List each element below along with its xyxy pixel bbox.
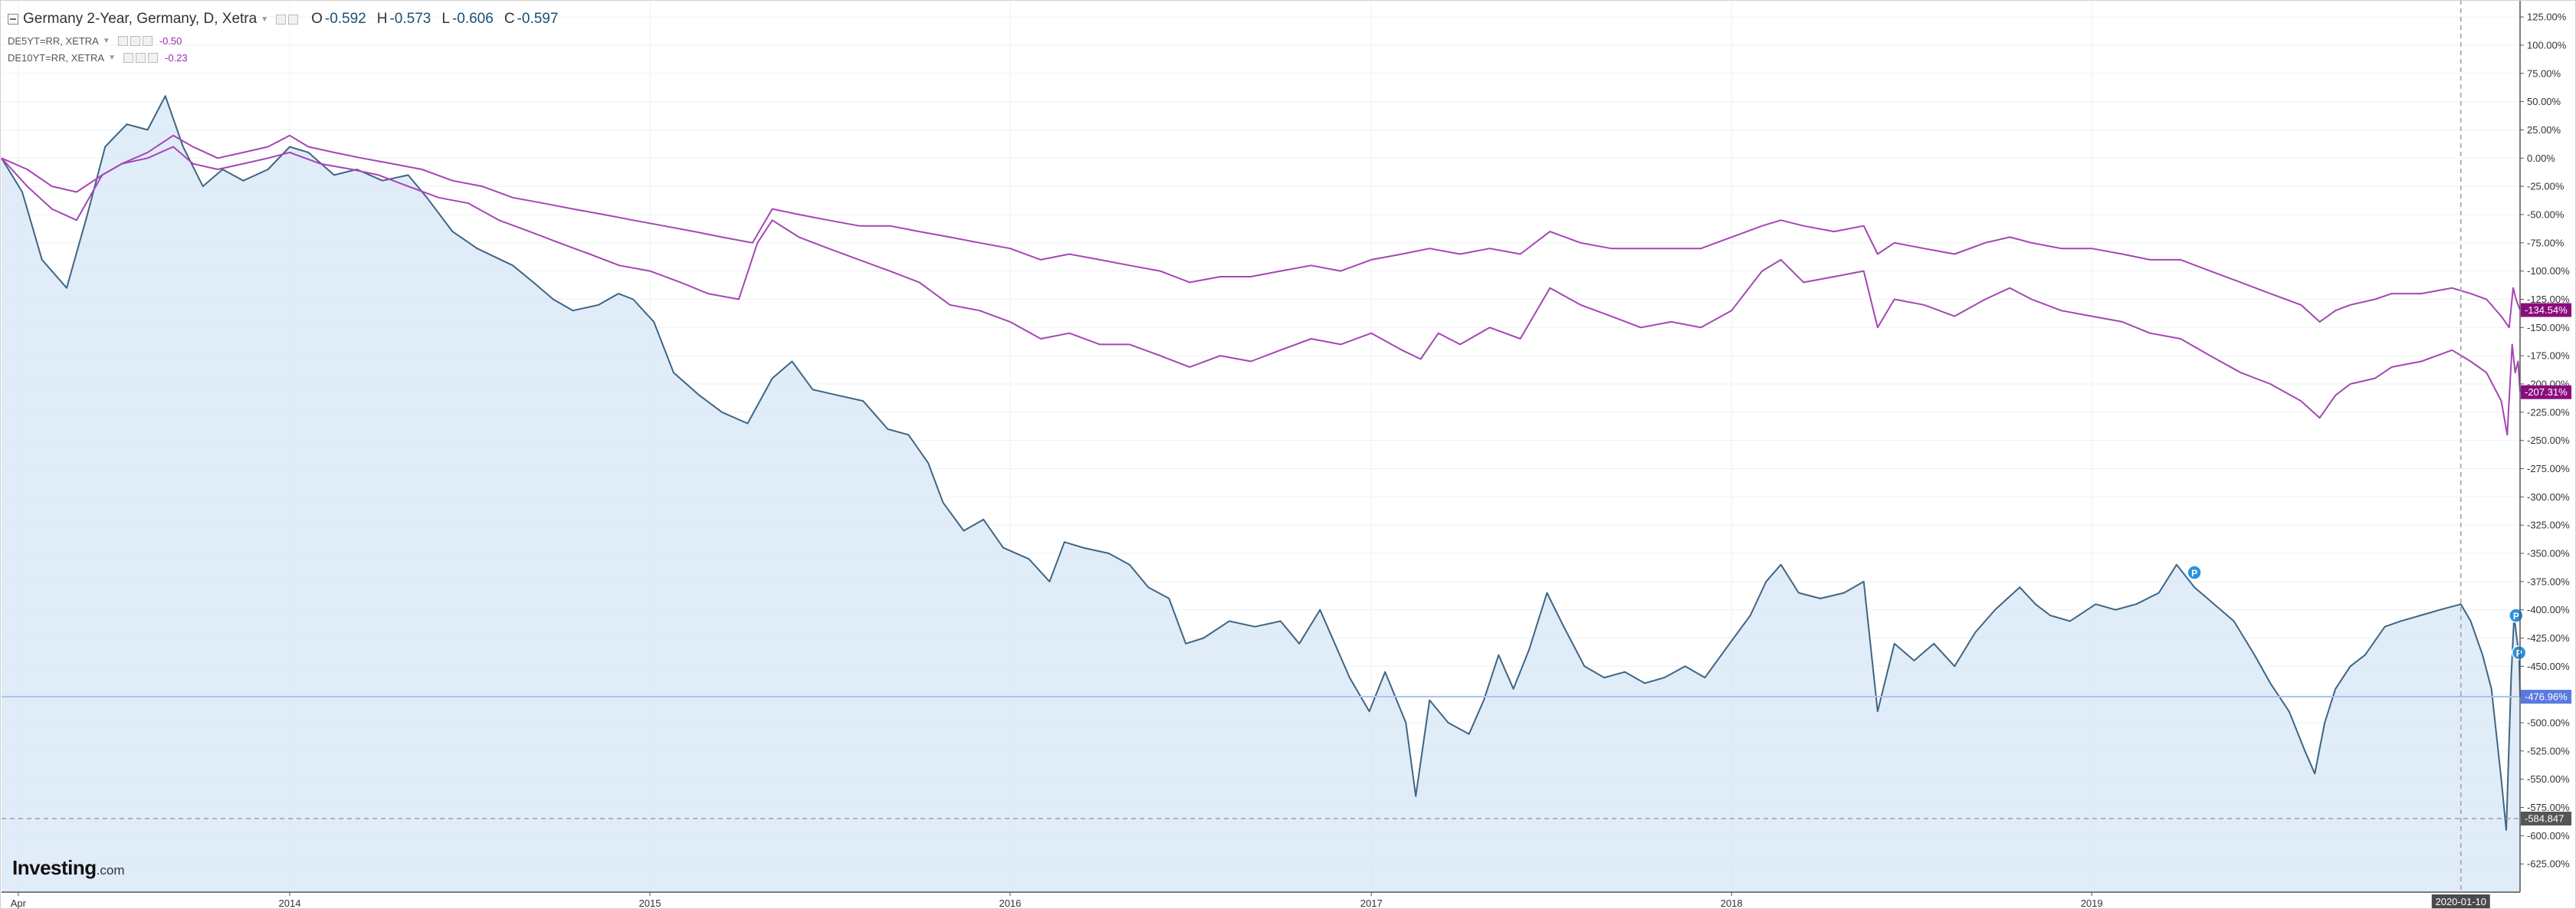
event-marker-label: P — [2516, 648, 2522, 659]
overlay-name[interactable]: DE5YT=RR, XETRA — [8, 34, 99, 47]
y-tick-label: -450.00% — [2527, 661, 2570, 672]
settings-box-icon[interactable] — [123, 52, 133, 63]
overlay-value: -0.23 — [164, 51, 188, 64]
low-price-badge-box — [2521, 812, 2571, 826]
chevron-down-icon[interactable]: ▼ — [261, 15, 269, 24]
y-tick-label: -500.00% — [2527, 717, 2570, 728]
overlay-price-badge-box — [2521, 385, 2571, 399]
y-tick-label: -25.00% — [2527, 181, 2565, 192]
y-tick-label: -400.00% — [2527, 604, 2570, 615]
y-tick-label: -350.00% — [2527, 547, 2570, 559]
y-tick-label: 25.00% — [2527, 124, 2561, 136]
hide-box-icon[interactable] — [130, 35, 140, 46]
event-marker-label: P — [2191, 568, 2197, 579]
y-tick-label: -375.00% — [2527, 576, 2570, 587]
overlay-price-badge-box — [2521, 303, 2571, 317]
x-tick-label: 2017 — [1360, 898, 1383, 909]
hide-box-icon[interactable] — [135, 52, 146, 63]
y-tick-label: 75.00% — [2527, 67, 2561, 79]
symbol-title[interactable]: Germany 2-Year, Germany, D, Xetra — [23, 11, 258, 27]
y-tick-label: -575.00% — [2527, 802, 2570, 813]
y-tick-label: -275.00% — [2527, 463, 2570, 474]
chevron-down-icon[interactable]: ▼ — [102, 36, 110, 45]
x-tick-label: 2015 — [639, 898, 661, 909]
ohlc-low-label: L — [441, 11, 450, 27]
y-tick-label: -525.00% — [2527, 745, 2570, 756]
ohlc-high-label: H — [376, 11, 388, 27]
settings-box-icon[interactable] — [276, 14, 287, 25]
x-tick-label: 2019 — [2081, 898, 2103, 909]
ohlc-low-value: -0.606 — [451, 11, 494, 27]
y-tick-label: -600.00% — [2527, 830, 2570, 842]
y-tick-label: -250.00% — [2527, 435, 2570, 446]
series-line — [1, 95, 2521, 831]
legend-overlay-row[interactable]: DE5YT=RR, XETRA ▼ -0.50 — [8, 32, 558, 49]
y-tick-label: 0.00% — [2527, 153, 2555, 164]
y-tick-label: -550.00% — [2527, 773, 2570, 785]
settings-box-icon[interactable] — [117, 35, 128, 46]
y-tick-label: 100.00% — [2527, 39, 2567, 51]
overlay-price-badge-label: -207.31% — [2525, 386, 2568, 398]
series-line — [1, 146, 2521, 436]
series-area-fill — [2, 96, 2520, 893]
crosshair-date-box — [2431, 894, 2490, 908]
crosshair-date-label: 2020-01-10 — [2435, 896, 2486, 907]
x-tick-label: Apr — [11, 898, 27, 909]
y-tick-label: -75.00% — [2527, 237, 2565, 248]
y-tick-label: -425.00% — [2527, 632, 2570, 644]
close-box-icon[interactable] — [147, 52, 158, 63]
y-tick-label: -50.00% — [2527, 208, 2565, 220]
hide-box-icon[interactable] — [288, 14, 299, 25]
logo-brand: Investing — [12, 856, 97, 879]
last-price-badge-label: -476.96% — [2525, 691, 2568, 703]
overlay-value: -0.50 — [159, 34, 182, 47]
logo-suffix: .com — [96, 863, 125, 878]
series-line — [1, 134, 2521, 329]
y-tick-label: -175.00% — [2527, 350, 2570, 362]
close-box-icon[interactable] — [142, 35, 153, 46]
x-tick-label: 2014 — [279, 898, 301, 909]
y-tick-label: -625.00% — [2527, 858, 2570, 870]
legend-main-row: Germany 2-Year, Germany, D, Xetra ▼ O -0… — [8, 6, 558, 32]
chart-legend: Germany 2-Year, Germany, D, Xetra ▼ O -0… — [8, 6, 558, 66]
event-marker-icon — [2511, 645, 2527, 661]
ohlc-high-value: -0.573 — [389, 11, 432, 27]
y-tick-label: 50.00% — [2527, 96, 2561, 107]
overlay-name[interactable]: DE10YT=RR, XETRA — [8, 51, 105, 64]
chevron-down-icon[interactable]: ▼ — [108, 53, 116, 62]
overlay-price-badge-label: -134.54% — [2525, 304, 2568, 316]
y-tick-label: -300.00% — [2527, 491, 2570, 503]
x-tick-label: 2018 — [1721, 898, 1743, 909]
ohlc-open-label: O — [311, 11, 323, 27]
event-marker-label: P — [2513, 611, 2519, 622]
y-tick-label: -225.00% — [2527, 406, 2570, 418]
x-tick-label: 2016 — [999, 898, 1021, 909]
y-tick-label: 125.00% — [2527, 11, 2567, 23]
collapse-icon[interactable] — [8, 14, 18, 25]
low-price-badge-label: -584.847 — [2525, 813, 2564, 825]
event-marker-icon — [2187, 565, 2202, 580]
last-price-badge-box — [2521, 690, 2571, 704]
investing-logo: Investing.com — [12, 856, 124, 880]
y-tick-label: -150.00% — [2527, 322, 2570, 333]
ohlc-open-value: -0.592 — [324, 11, 366, 27]
y-tick-label: -125.00% — [2527, 294, 2570, 305]
legend-overlay-row[interactable]: DE10YT=RR, XETRA ▼ -0.23 — [8, 49, 558, 66]
y-tick-label: -325.00% — [2527, 520, 2570, 531]
y-tick-label: -100.00% — [2527, 265, 2570, 277]
ohlc-close-label: C — [504, 11, 515, 27]
ohlc-close-value: -0.597 — [517, 11, 559, 27]
